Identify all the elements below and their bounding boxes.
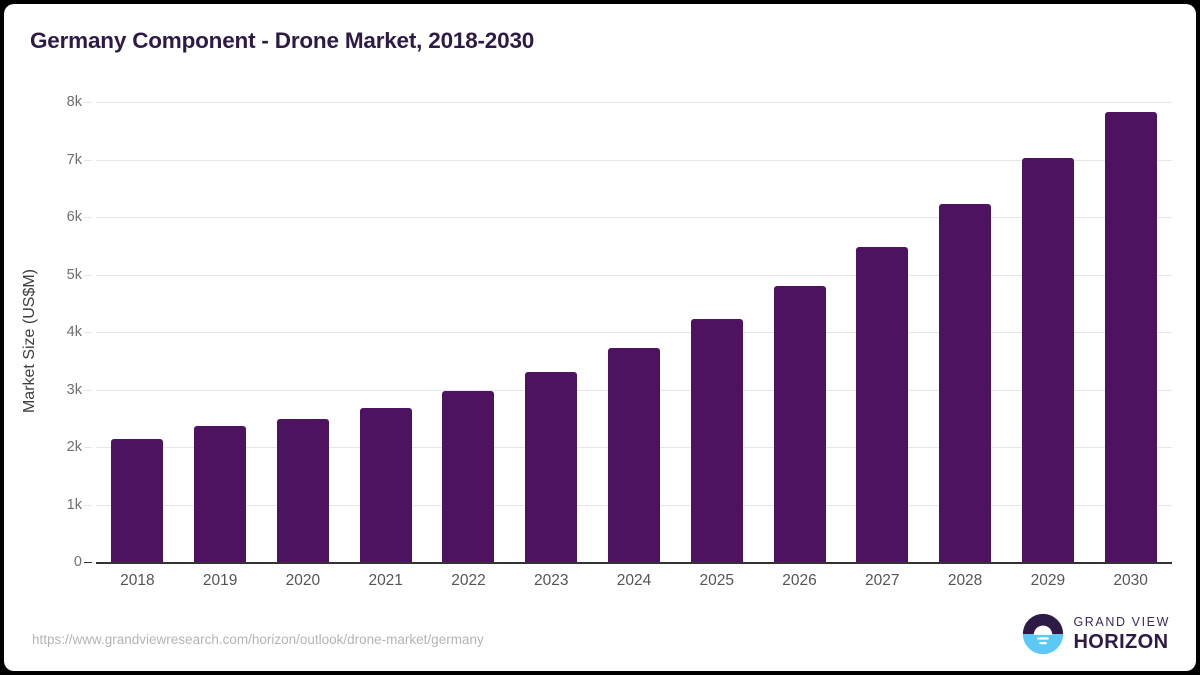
y-axis-tick-label: 7k: [66, 151, 82, 168]
y-axis-tick-label: 5k: [66, 266, 82, 283]
x-axis-tick-label: 2019: [202, 572, 238, 589]
bar[interactable]: [690, 319, 743, 562]
gridline: [96, 274, 1172, 276]
y-axis-tick-mark: [84, 447, 92, 448]
gridline: [96, 159, 1172, 161]
x-axis-tick-label: 2030: [1113, 572, 1148, 589]
y-axis-tick-mark: [84, 504, 92, 506]
x-axis-tick-label: 2020: [285, 572, 321, 589]
y-axis-tick-mark: [84, 332, 92, 333]
y-axis-tick-label: 3k: [66, 381, 82, 398]
bar[interactable]: [276, 419, 329, 562]
bar[interactable]: [773, 286, 826, 562]
grand-view-horizon-icon: [1023, 613, 1064, 655]
y-axis-tick-label: 6k: [66, 209, 82, 225]
plot-area: 2018 2019 2020 2021 2022 2023 2024 2025 2026 2027…: [96, 102, 1172, 589]
y-axis-tick-mark: [84, 217, 92, 218]
bar[interactable]: [111, 438, 164, 562]
source-url[interactable]: https://www.grandviewresearch.com/horizo…: [32, 632, 484, 647]
gridline: [96, 332, 1172, 333]
chart-title: Germany Component - Drone Market, 2018-2…: [30, 28, 535, 53]
bar[interactable]: [525, 372, 578, 562]
brand-line-1: GRAND VIEW: [1073, 614, 1170, 629]
y-axis-tick-label: 2k: [66, 439, 82, 455]
bar[interactable]: [442, 391, 495, 562]
y-axis-tick-labels: 0 1k 2k 3k 4k 5k 6k 7k 8k: [4, 94, 92, 570]
x-axis-tick-label: 2027: [865, 572, 900, 589]
axis-baseline: [96, 562, 1172, 564]
x-axis-tick-label: 2024: [616, 572, 652, 589]
brand-logo: GRAND VIEW HORIZON: [1022, 613, 1170, 655]
bar[interactable]: [1104, 112, 1157, 562]
x-axis-tick-label: 2023: [533, 572, 569, 589]
bar[interactable]: [856, 246, 909, 562]
x-axis-tick-label: 2021: [368, 572, 403, 589]
y-axis-tick-label: 4k: [66, 324, 82, 340]
bar[interactable]: [939, 203, 992, 562]
brand-text: GRAND VIEW HORIZON: [1073, 616, 1170, 653]
gridline: [96, 217, 1172, 218]
bar[interactable]: [1021, 158, 1074, 562]
chart-card: Germany Component - Drone Market, 2018-2…: [4, 4, 1196, 671]
y-axis-tick-label: 1k: [66, 496, 82, 513]
x-axis-tick-label: 2025: [699, 572, 735, 589]
x-axis-tick-label: 2022: [451, 572, 486, 589]
bar[interactable]: [194, 426, 247, 562]
y-axis-tick-label: 8k: [66, 94, 82, 110]
x-axis-tick-label: 2028: [947, 572, 983, 589]
y-axis-tick-mark: [84, 562, 92, 563]
y-axis-tick-mark: [84, 274, 92, 276]
y-axis-tick-mark: [84, 159, 92, 161]
bar[interactable]: [359, 407, 412, 562]
x-axis-tick-label: 2026: [782, 572, 817, 589]
y-axis-tick-mark: [84, 102, 92, 103]
y-axis-title: Market Size (US$M): [21, 268, 38, 414]
y-axis-tick-mark: [84, 389, 92, 391]
y-axis-tick-label: 0: [73, 554, 82, 570]
gridline: [96, 102, 1172, 103]
x-axis-tick-label: 2018: [120, 572, 155, 589]
brand-line-2: HORIZON: [1073, 631, 1169, 654]
bar[interactable]: [608, 348, 660, 562]
x-axis-tick-label: 2029: [1030, 572, 1066, 589]
